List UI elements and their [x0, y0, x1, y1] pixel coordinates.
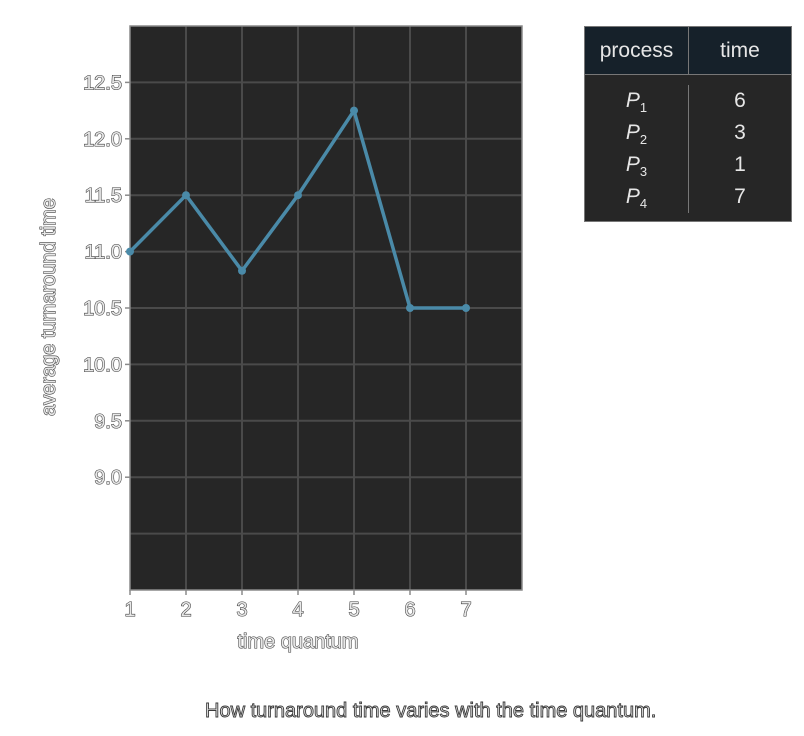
- y-tick-label: 11.5: [85, 185, 122, 207]
- time-cell: 6: [734, 89, 746, 112]
- time-cell: 3: [734, 121, 746, 144]
- x-tick-label: 7: [460, 599, 471, 621]
- time-cell: 7: [734, 185, 746, 208]
- data-point: [462, 304, 470, 312]
- table-body: P1 P2 P3 P4 6 3 1 7: [585, 75, 791, 221]
- header-process: process: [585, 27, 689, 74]
- process-time-table: process time P1 P2 P3 P4 6 3 1 7: [584, 26, 792, 222]
- data-point: [350, 106, 358, 115]
- data-point: [182, 191, 190, 200]
- time-cell: 1: [734, 153, 746, 176]
- header-time: time: [720, 38, 760, 62]
- process-cell: P1: [625, 89, 648, 116]
- process-cell: P4: [625, 185, 648, 212]
- data-point: [238, 266, 246, 275]
- y-tick-label: 12.0: [83, 129, 122, 151]
- x-tick-label: 4: [292, 599, 303, 621]
- table-header-row: process time: [585, 27, 791, 75]
- y-tick-label: 11.0: [85, 242, 122, 264]
- time-column: 6 3 1 7: [689, 85, 791, 213]
- y-tick-label: 10.5: [83, 298, 122, 320]
- x-tick-label: 2: [180, 599, 191, 621]
- process-cell: P2: [625, 121, 648, 148]
- x-tick-label: 3: [236, 599, 247, 621]
- data-point: [406, 304, 414, 312]
- x-tick-label: 6: [404, 599, 415, 621]
- x-tick-label: 5: [348, 599, 359, 621]
- y-tick-label: 9.0: [94, 467, 122, 489]
- figure-caption: How turnaround time varies with the time…: [205, 700, 657, 723]
- y-axis-title: average turnaround time: [38, 198, 60, 416]
- y-tick-label: 9.5: [94, 411, 122, 433]
- data-point: [126, 247, 134, 256]
- process-cell: P3: [625, 153, 648, 180]
- data-point: [294, 191, 302, 200]
- process-column: P1 P2 P3 P4: [585, 85, 689, 213]
- x-axis-title: time quantum: [237, 631, 358, 653]
- y-tick-label: 12.5: [83, 72, 122, 94]
- x-tick-label: 1: [124, 599, 135, 621]
- y-tick-label: 10.0: [83, 354, 122, 376]
